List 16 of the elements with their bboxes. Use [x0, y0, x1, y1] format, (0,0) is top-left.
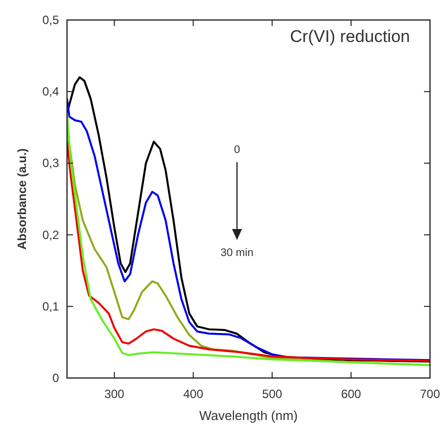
- y-tick-label: 0,5: [42, 13, 60, 27]
- annotation: 30 min: [220, 247, 254, 259]
- annotation: Cr(VI) reduction: [290, 27, 410, 46]
- y-tick-label: 0,2: [42, 228, 60, 242]
- y-tick-label: 0,1: [42, 299, 60, 314]
- y-tick-label: 0,3: [42, 156, 60, 170]
- y-tick-label: 0: [52, 371, 60, 385]
- x-tick-label: 400: [183, 387, 204, 401]
- annotation: 0: [234, 144, 240, 156]
- x-tick-label: 600: [341, 387, 362, 401]
- y-axis-title: Absorbance (a.u.): [15, 148, 29, 250]
- x-tick-label: 300: [104, 387, 125, 401]
- y-tick-label: 0,4: [42, 84, 60, 99]
- x-tick-label: 700: [420, 387, 440, 401]
- x-axis-title: Wavelength (nm): [199, 408, 298, 423]
- x-tick-label: 500: [262, 387, 283, 401]
